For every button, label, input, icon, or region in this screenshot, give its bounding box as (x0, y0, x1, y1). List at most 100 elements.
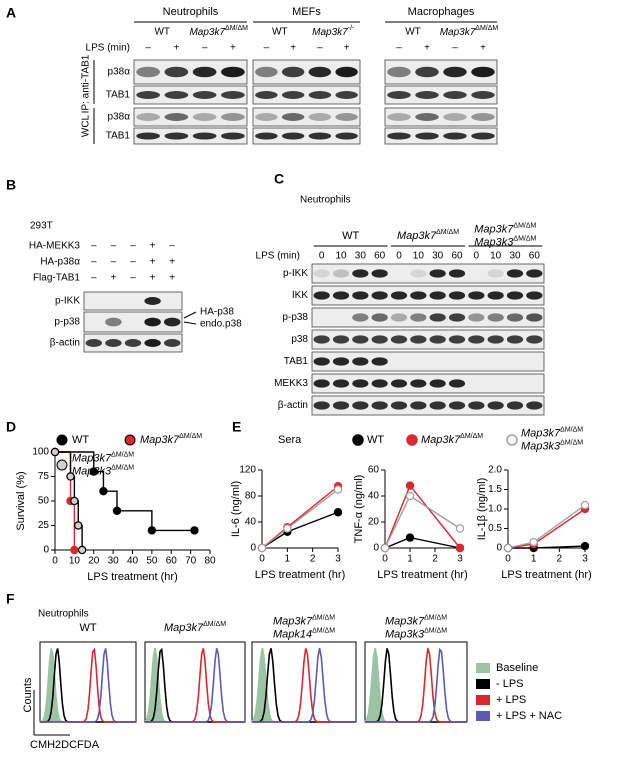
blot-band (313, 269, 330, 278)
superscript: ΔM/ΔM (424, 627, 447, 634)
gene-name: Map3k7 (385, 615, 425, 627)
blot-band (221, 66, 245, 78)
lps-sign: + (344, 43, 350, 54)
gene-name: Map3k7 (273, 615, 313, 627)
blot-band (410, 291, 427, 300)
blot-band (443, 66, 467, 78)
y-axis-label: Survival (%) (15, 471, 27, 530)
data-point (405, 533, 415, 542)
series-line (55, 451, 195, 532)
genotype: WT (154, 27, 170, 38)
blot-band (313, 291, 330, 300)
genotype: WT (405, 27, 421, 38)
x-tick-label: 70 (185, 556, 197, 567)
y-tick-label: 1.0 (488, 504, 502, 515)
data-point (503, 543, 513, 553)
blot-band (390, 335, 408, 344)
treatment-sign: – (111, 257, 117, 268)
legend-marker (406, 434, 418, 446)
x-tick-label: 10 (69, 556, 81, 567)
y-axis-label: Counts (22, 677, 34, 712)
row-label: p-IKK (283, 268, 308, 279)
blot-strip (252, 85, 361, 105)
axis-arrow (33, 690, 70, 736)
y-axis-label: IL-1β (ng/ml) (476, 478, 488, 541)
blot-strip (311, 263, 545, 284)
blot-band (164, 113, 189, 121)
blot-band (255, 91, 278, 99)
superscript: ΔM/ΔM (475, 25, 498, 32)
blot-band (526, 313, 543, 322)
blot-band (335, 132, 358, 140)
histogram-curve (365, 647, 467, 723)
blot-band (144, 317, 161, 327)
blot-band (429, 291, 446, 300)
blot-band (281, 113, 305, 121)
blot-band (105, 317, 122, 327)
blot-band (371, 291, 388, 300)
treatment-label: HA-MEKK3 (29, 241, 81, 252)
blot-band (352, 291, 369, 300)
treatment-sign: + (169, 273, 175, 284)
data-point (74, 521, 83, 530)
x-tick-label: 0 (259, 554, 265, 565)
legend-swatch (476, 679, 490, 689)
treatment-label: Flag-TAB1 (33, 273, 80, 284)
treatment-sign: – (111, 241, 117, 252)
blot-band (308, 132, 332, 140)
blot-band (387, 91, 411, 99)
legend-label: + LPS + NAC (496, 710, 562, 722)
blot-band (352, 335, 369, 344)
legend-marker (56, 459, 68, 471)
blot-band (281, 132, 305, 140)
data-point (70, 496, 79, 506)
blot-band (429, 401, 446, 410)
legend-swatch (476, 663, 490, 673)
gene-name: Map3k3 (474, 236, 514, 248)
superscript: ΔM/ΔM (111, 451, 134, 458)
y-tick-label: 2.0 (488, 465, 502, 476)
data-point (405, 491, 415, 501)
blot-band (390, 379, 408, 388)
blot-strip (384, 107, 498, 127)
gene-name: Map3k3 (521, 440, 561, 452)
blot-band (371, 401, 388, 410)
y-tick-label: 60 (368, 465, 380, 476)
blot-band (448, 269, 466, 278)
data-point (580, 500, 590, 510)
treatment-sign: + (150, 273, 156, 284)
data-point (580, 541, 590, 551)
superscript: ΔM/ΔM (513, 235, 536, 242)
blot-band (335, 91, 358, 99)
blot-strip (252, 127, 361, 145)
x-tick-label: 1 (407, 554, 413, 565)
gene-name: Map3k7 (140, 434, 180, 446)
blot-band (390, 291, 408, 300)
blot-band (443, 113, 467, 121)
blot-band (487, 313, 504, 322)
legend-label: Baseline (496, 662, 538, 674)
x-tick-label: 50 (146, 556, 158, 567)
blot-band (85, 339, 103, 347)
row-label: p-IKK (55, 296, 80, 307)
panel-label: A (6, 5, 16, 21)
blot-band (506, 291, 524, 300)
treatment-sign: + (150, 257, 156, 268)
legend-label: Map3k3ΔM/ΔM (521, 439, 583, 452)
superscript: ΔM/ΔM (513, 222, 536, 229)
x-tick-label: 2 (432, 554, 438, 565)
y-tick-label: 1.5 (488, 484, 502, 495)
x-tick-label: 0 (505, 554, 511, 565)
row-label: p38α (108, 67, 131, 78)
histogram-curve (252, 647, 356, 723)
blot-strip (311, 351, 545, 372)
blot-band (371, 357, 388, 366)
blot-band (332, 379, 350, 388)
cell-type: Macrophages (408, 6, 475, 18)
time-label: 60 (451, 251, 463, 262)
x-tick-label: 1 (285, 554, 291, 565)
data-point (455, 524, 465, 533)
blot-band (221, 113, 245, 121)
blot-band (308, 113, 332, 121)
x-axis-label: LPS treatment (hr) (255, 569, 345, 581)
